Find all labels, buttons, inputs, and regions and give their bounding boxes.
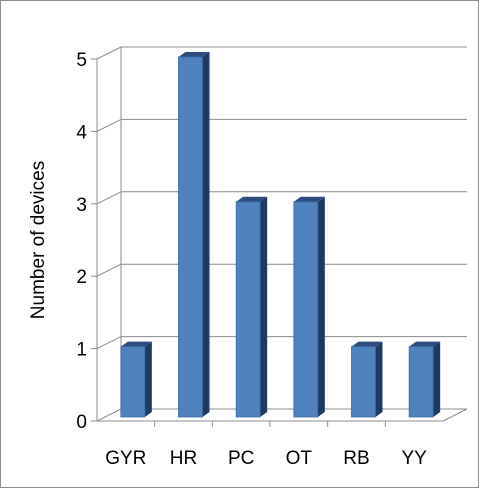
bar-front-RB bbox=[351, 346, 376, 418]
bar-GYR bbox=[120, 341, 152, 418]
bar-OT bbox=[293, 196, 325, 418]
y-tick-label-3: 3 bbox=[76, 195, 87, 216]
bar-YY bbox=[408, 341, 441, 418]
axes bbox=[91, 47, 468, 427]
bars bbox=[120, 52, 441, 418]
gridline-side-2 bbox=[96, 263, 122, 277]
bar-top-PC bbox=[236, 196, 268, 202]
x-tick-labels: GYR HR PC OT RB YY bbox=[105, 448, 427, 469]
bar-front-OT bbox=[293, 201, 319, 418]
bar-front-GYR bbox=[120, 346, 146, 418]
bar-HR bbox=[178, 52, 210, 418]
bar-top-OT bbox=[293, 196, 325, 202]
x-tick-label-YY: YY bbox=[401, 448, 427, 469]
x-tick-label-RB: RB bbox=[343, 448, 369, 469]
bar-RB bbox=[351, 341, 383, 418]
bar-side-HR bbox=[202, 52, 210, 417]
x-tick-label-PC: PC bbox=[228, 448, 254, 469]
x-tick-label-GYR: GYR bbox=[105, 448, 146, 469]
bar-PC bbox=[235, 196, 268, 418]
gridline-side-1 bbox=[96, 336, 122, 350]
bar-side-GYR bbox=[144, 341, 152, 417]
bar-top-HR bbox=[178, 52, 210, 57]
x-tick-label-HR: HR bbox=[170, 448, 197, 469]
bar-side-YY bbox=[433, 341, 441, 417]
gridline-side-0 bbox=[96, 408, 122, 422]
y-tick-label-0: 0 bbox=[76, 412, 87, 433]
gridline-side-3 bbox=[96, 191, 122, 205]
gridline-side-4 bbox=[96, 118, 122, 132]
y-tick-labels: 0 1 2 3 4 5 bbox=[76, 50, 87, 433]
y-tick-label-2: 2 bbox=[76, 267, 87, 288]
bar-front-YY bbox=[408, 346, 434, 418]
gridline-side-5 bbox=[96, 46, 122, 60]
bar-top-YY bbox=[409, 341, 441, 347]
bar-side-OT bbox=[317, 196, 325, 417]
floor-right-edge bbox=[442, 408, 468, 422]
y-tick-label-4: 4 bbox=[76, 122, 87, 143]
bar-top-RB bbox=[351, 341, 383, 347]
y-axis-title: Number of devices bbox=[28, 161, 49, 319]
y-tick-label-5: 5 bbox=[76, 50, 87, 71]
bar-side-RB bbox=[375, 341, 383, 417]
bar-side-PC bbox=[260, 196, 268, 417]
bar-front-PC bbox=[235, 201, 261, 418]
y-tick-label-1: 1 bbox=[76, 340, 87, 361]
x-tick-label-OT: OT bbox=[286, 448, 313, 469]
bar-top-GYR bbox=[120, 341, 152, 347]
bar-front-HR bbox=[178, 56, 203, 418]
